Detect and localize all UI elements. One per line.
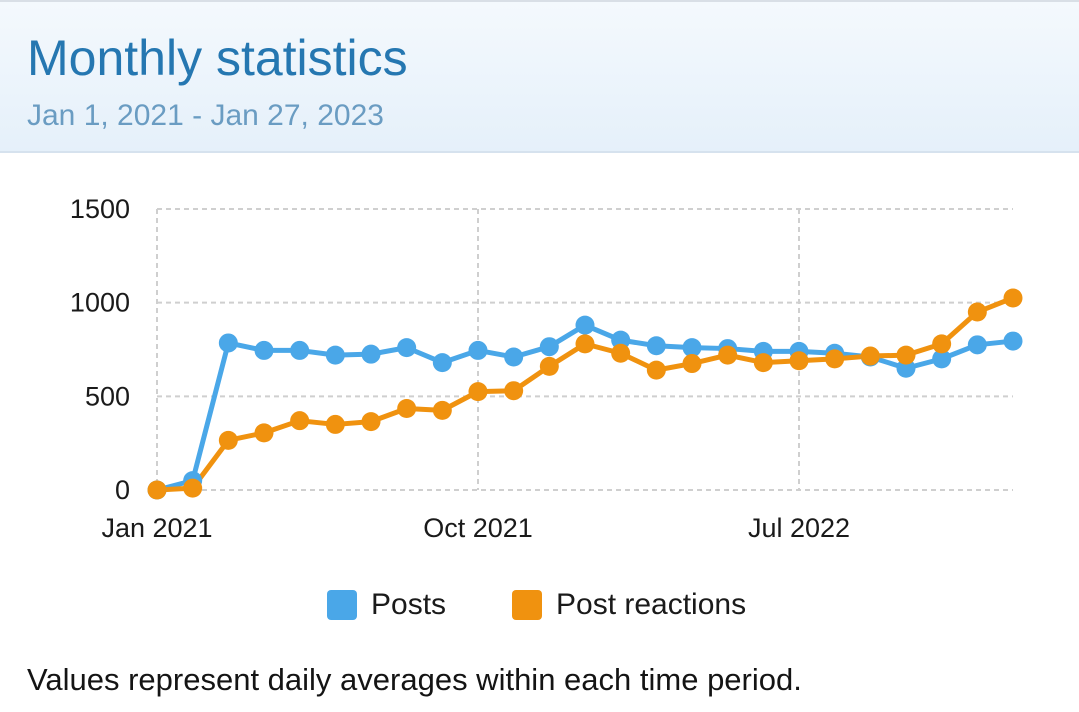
chart-legend: Posts Post reactions [0, 583, 1079, 627]
data-point-posts [504, 347, 524, 367]
data-point-post-reactions [718, 345, 738, 365]
data-point-post-reactions [361, 412, 381, 432]
data-point-post-reactions [539, 356, 559, 376]
data-point-post-reactions [1003, 288, 1023, 308]
chart-svg: 0 500 1000 1500 Jan 2021 Oct 2021 Jul 2022 [70, 194, 1023, 543]
data-point-post-reactions [682, 354, 702, 374]
data-point-post-reactions [646, 360, 666, 380]
legend-item-post-reactions[interactable]: Post reactions [512, 583, 746, 627]
date-range: Jan 1, 2021 - Jan 27, 2023 [27, 99, 384, 132]
legend-label-post-reactions: Post reactions [556, 588, 747, 621]
data-point-post-reactions [967, 302, 987, 322]
data-point-posts [397, 338, 417, 358]
data-point-post-reactions [325, 414, 345, 434]
x-tick-label: Jul 2022 [748, 513, 850, 543]
data-point-post-reactions [218, 430, 238, 450]
x-tick-label: Jan 2021 [101, 513, 212, 543]
data-point-post-reactions [789, 351, 809, 371]
data-point-posts [611, 330, 631, 350]
y-tick-label: 1000 [70, 288, 130, 318]
data-point-post-reactions [183, 478, 203, 498]
data-point-post-reactions [254, 423, 274, 443]
data-point-posts [967, 335, 987, 355]
y-tick-label: 0 [115, 475, 130, 505]
data-point-post-reactions [432, 400, 452, 420]
data-point-post-reactions [147, 480, 167, 500]
x-tick-label: Oct 2021 [423, 513, 533, 543]
y-tick-label: 1500 [70, 194, 130, 224]
data-point-posts [468, 340, 488, 360]
data-point-post-reactions [860, 346, 880, 366]
data-point-posts [325, 345, 345, 365]
data-point-post-reactions [504, 381, 524, 401]
chart-footnote: Values represent daily averages within e… [27, 662, 802, 697]
data-point-posts [896, 358, 916, 378]
panel-header: Monthly statistics Jan 1, 2021 - Jan 27,… [0, 0, 1079, 153]
legend-swatch-posts [327, 590, 357, 620]
data-point-post-reactions [290, 411, 310, 431]
data-point-posts [682, 338, 702, 358]
data-point-post-reactions [468, 382, 488, 402]
data-point-post-reactions [397, 399, 417, 419]
data-point-posts [575, 315, 595, 335]
legend-item-posts[interactable]: Posts [327, 583, 446, 627]
y-tick-label: 500 [85, 381, 130, 411]
data-point-post-reactions [932, 334, 952, 354]
data-point-post-reactions [611, 343, 631, 363]
legend-label-posts: Posts [371, 588, 447, 621]
data-point-post-reactions [825, 349, 845, 369]
data-point-post-reactions [753, 353, 773, 373]
data-point-posts [218, 333, 238, 353]
data-point-post-reactions [575, 334, 595, 354]
data-point-posts [432, 353, 452, 373]
page-title: Monthly statistics [27, 30, 408, 86]
data-point-posts [290, 340, 310, 360]
data-point-posts [254, 340, 274, 360]
data-point-posts [1003, 331, 1023, 351]
data-point-post-reactions [896, 345, 916, 365]
data-point-posts [361, 344, 381, 364]
legend-swatch-post-reactions [512, 590, 542, 620]
data-point-posts [646, 336, 666, 356]
data-point-posts [539, 337, 559, 357]
data-point-posts [932, 349, 952, 369]
line-chart: 0 500 1000 1500 Jan 2021 Oct 2021 Jul 2022 [0, 153, 1079, 573]
